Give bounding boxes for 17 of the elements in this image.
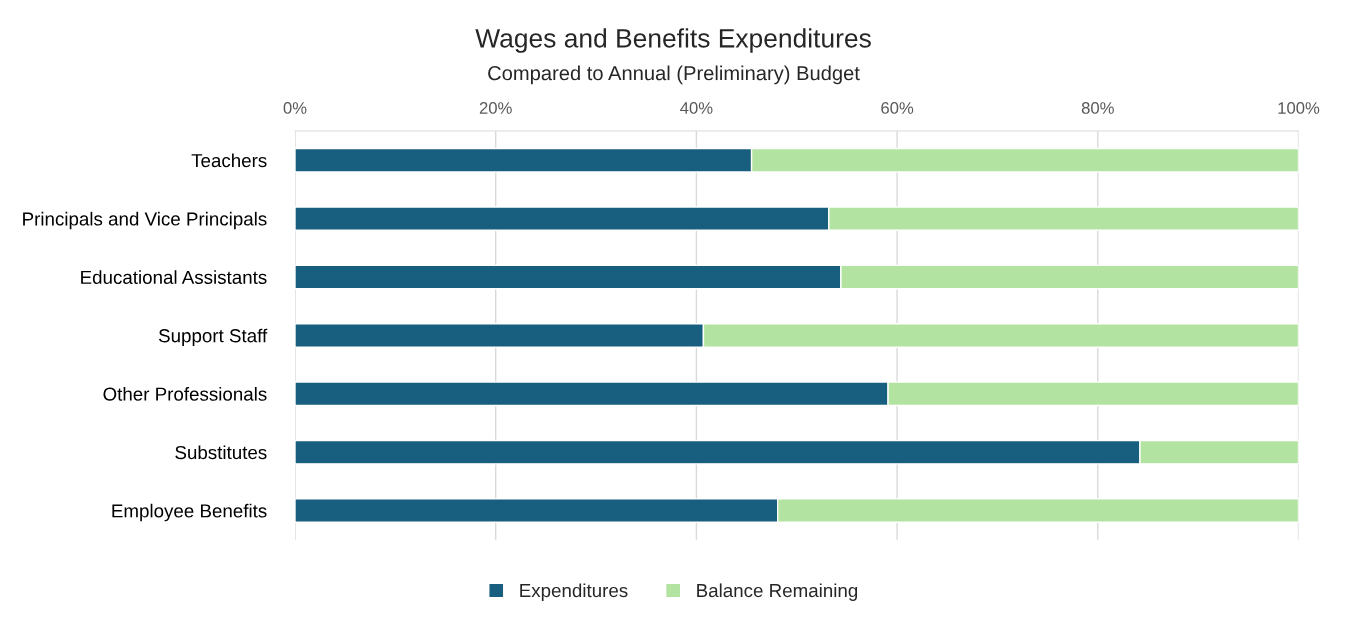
y-tick-label: Substitutes xyxy=(175,445,267,460)
y-tick-label: Principals and Vice Principals xyxy=(23,211,267,230)
x-tick-label: 40% xyxy=(680,102,713,114)
x-tick-label: 100% xyxy=(1278,102,1320,114)
chart-title: Wages and Benefits Expenditures xyxy=(475,28,871,53)
y-tick-label: Employee Benefits xyxy=(112,503,267,522)
y-tick-label: Support Staff xyxy=(158,328,268,347)
legend-label: Balance Remaining xyxy=(697,583,858,601)
x-tick-label: 0% xyxy=(283,102,307,114)
y-tick-label: Educational Assistants xyxy=(81,270,267,284)
y-tick-label: Teachers xyxy=(191,153,267,168)
chart-subtitle: Compared to Annual (Preliminary) Budget xyxy=(488,65,860,85)
x-tick-label: 60% xyxy=(881,102,914,114)
x-tick-label: 20% xyxy=(479,102,512,114)
y-tick-label: Other Professionals xyxy=(103,386,267,401)
legend-label: Expenditures xyxy=(520,583,628,601)
x-tick-label: 80% xyxy=(1081,102,1114,114)
